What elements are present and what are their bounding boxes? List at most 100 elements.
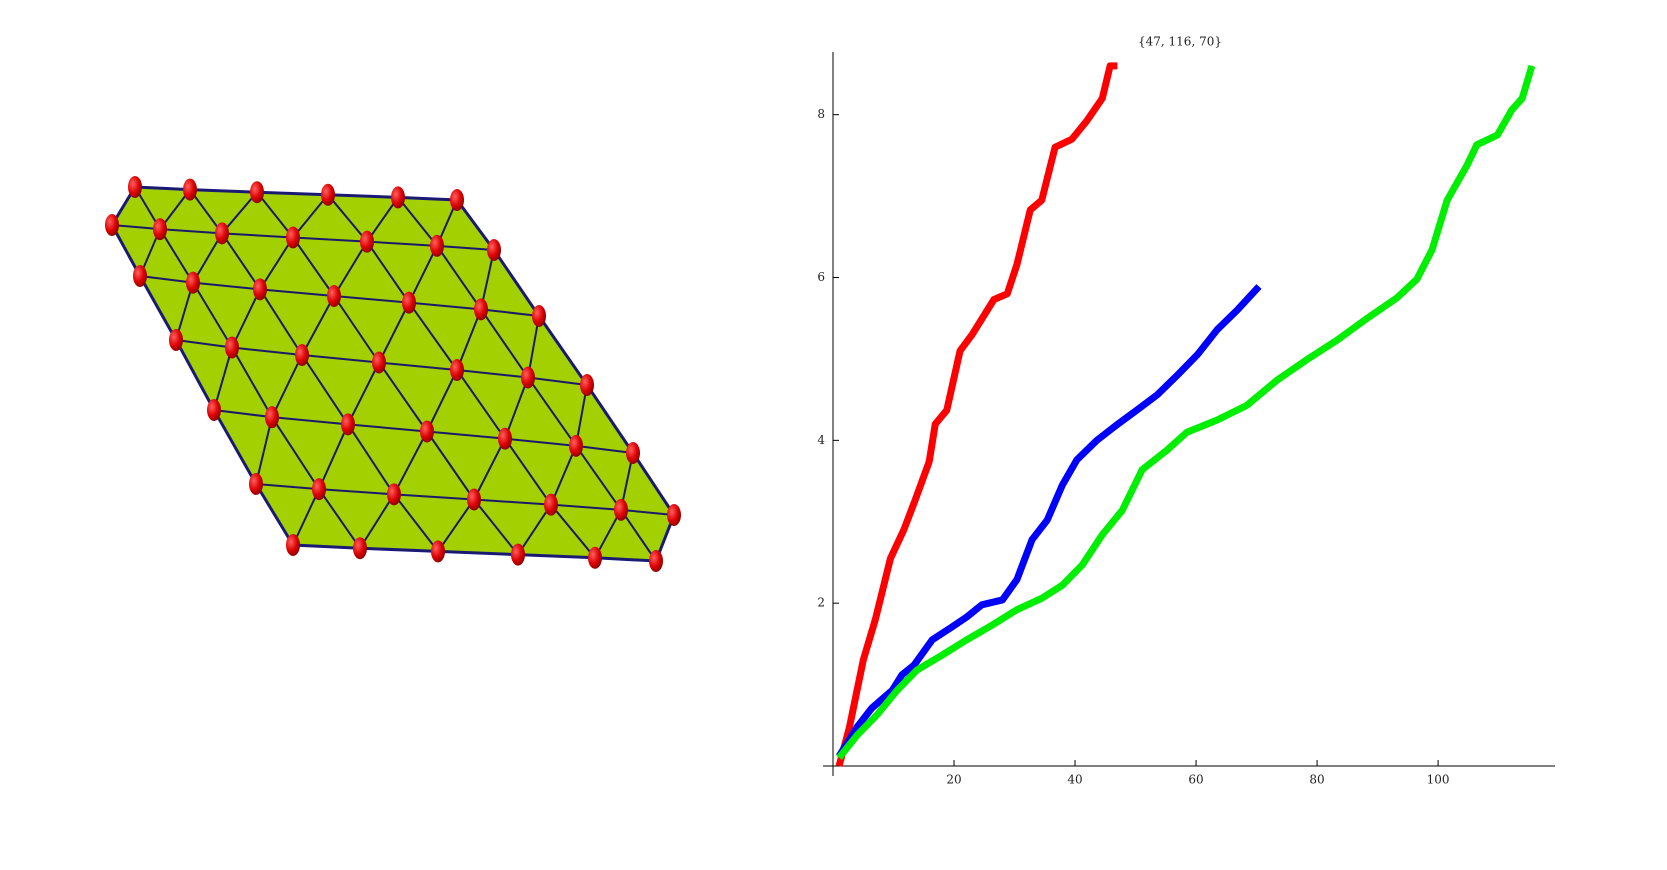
mesh-edge — [397, 196, 458, 201]
mesh-edge — [493, 249, 540, 317]
mesh-node — [467, 488, 481, 511]
mesh-edge — [504, 437, 577, 447]
mesh-node — [498, 427, 512, 450]
mesh-node — [450, 189, 464, 211]
mesh-edge — [437, 498, 475, 552]
mesh-node — [511, 543, 525, 566]
mesh-edge — [159, 228, 223, 235]
mesh-node — [286, 534, 300, 556]
mesh-edge — [437, 550, 519, 556]
mesh-node — [532, 305, 546, 327]
mesh-edge — [408, 245, 438, 304]
mesh-node — [225, 336, 239, 359]
mesh-edge — [393, 431, 428, 495]
mesh-edge — [271, 354, 303, 418]
mesh-edge — [231, 346, 303, 356]
mesh-edge — [347, 362, 380, 425]
mesh-node — [420, 420, 434, 443]
mesh-edge — [256, 191, 294, 239]
mesh-edge — [408, 301, 482, 311]
mesh-edge — [550, 503, 622, 511]
mesh-edge — [366, 240, 438, 247]
mesh-edge — [301, 295, 335, 356]
x-tick-label: 100 — [1427, 773, 1450, 787]
mesh-edge — [456, 308, 482, 371]
mesh-edge — [318, 423, 349, 490]
mesh-edge — [231, 288, 261, 348]
mesh-edge — [378, 361, 428, 433]
mesh-edge — [192, 232, 223, 284]
mesh-edge — [456, 369, 529, 379]
mesh-node — [249, 473, 263, 495]
mesh-node — [353, 537, 367, 560]
mesh-edge — [504, 377, 529, 440]
mesh-node — [153, 218, 167, 241]
mesh-node — [183, 178, 197, 201]
mesh-edge — [255, 483, 320, 491]
mesh-edge — [259, 288, 303, 356]
mesh-edge — [586, 384, 634, 454]
mesh-edge — [134, 186, 191, 191]
mesh-node — [215, 222, 229, 245]
mesh-edge — [255, 483, 294, 546]
mesh-node — [450, 359, 464, 381]
mesh-node — [402, 291, 416, 314]
mesh-edge — [256, 191, 329, 196]
mesh-edge — [620, 509, 657, 562]
mesh-node — [286, 226, 300, 249]
mesh-edge — [408, 302, 458, 371]
mesh-edge — [221, 232, 294, 239]
mesh-edge — [333, 295, 410, 304]
mesh-edge — [301, 354, 349, 425]
mesh-edge — [292, 194, 329, 239]
mesh-edge — [426, 430, 506, 440]
mesh-node — [360, 230, 374, 253]
mesh-edge — [426, 430, 475, 501]
mesh-edge — [527, 376, 577, 447]
mesh-edge — [292, 488, 320, 546]
mesh-edge — [473, 438, 506, 500]
mesh-edge — [527, 376, 588, 386]
mesh-edge — [366, 241, 410, 304]
mesh-node — [474, 298, 488, 321]
mesh-edge — [221, 191, 258, 234]
mesh-node — [544, 493, 558, 516]
mesh-node — [614, 498, 628, 521]
data-line — [836, 284, 1262, 759]
mesh-edge — [480, 308, 529, 379]
mesh-edge — [111, 224, 141, 277]
mesh-node — [649, 550, 663, 572]
mesh-edge — [139, 275, 194, 284]
mesh-edge — [213, 409, 257, 485]
mesh-node — [321, 183, 335, 206]
mesh-edge — [517, 553, 596, 559]
mesh-node — [169, 329, 183, 351]
mesh-graphic — [105, 176, 681, 572]
mesh-node — [431, 540, 445, 563]
mesh-edge — [175, 339, 215, 411]
mesh-edge — [318, 488, 361, 549]
mesh-edge — [632, 452, 675, 516]
mesh-edge — [504, 438, 552, 506]
mesh-edge — [594, 556, 657, 562]
mesh-edge — [327, 193, 399, 199]
mesh-edge — [259, 236, 294, 290]
mesh-node — [569, 434, 583, 457]
mesh-edge — [359, 547, 439, 553]
mesh-edge — [378, 302, 410, 363]
mesh-node — [312, 478, 326, 501]
mesh-edge — [436, 244, 495, 251]
mesh-edge — [271, 416, 320, 490]
mesh-edge — [175, 339, 233, 349]
mesh-node — [626, 442, 640, 464]
mesh-node — [391, 186, 405, 209]
mesh-edge — [575, 444, 634, 454]
mesh-node — [521, 366, 535, 389]
mesh-edge — [111, 224, 161, 231]
y-tick-label: 4 — [817, 433, 825, 447]
x-tick-label: 20 — [946, 773, 961, 787]
chart-title: {47, 116, 70} — [1138, 35, 1222, 49]
mesh-node — [667, 504, 681, 526]
